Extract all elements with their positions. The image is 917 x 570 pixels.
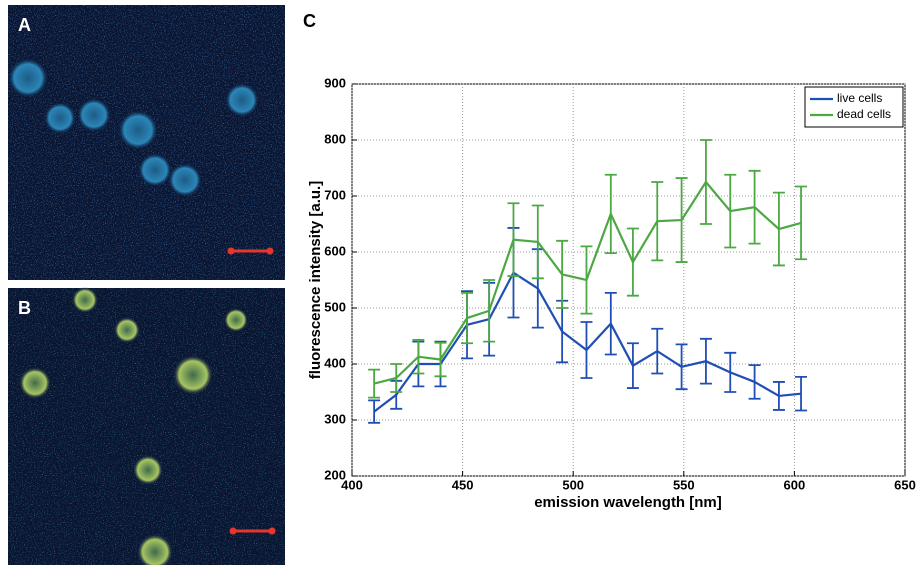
x-axis-label: emission wavelength [nm] xyxy=(534,494,722,511)
image-b: B xyxy=(8,287,285,570)
error-bar xyxy=(531,204,544,280)
error-bar xyxy=(461,291,474,345)
error-bar xyxy=(368,368,381,399)
y-tick-label: 700 xyxy=(324,187,346,202)
error-bar xyxy=(580,321,593,379)
error-bar xyxy=(724,351,737,393)
y-tick-label: 200 xyxy=(324,467,346,482)
error-bar xyxy=(772,381,785,411)
error-bar xyxy=(795,185,808,261)
error-bar xyxy=(651,327,664,375)
error-bar xyxy=(626,227,639,297)
x-tick-label: 600 xyxy=(784,477,806,492)
panel-label: B xyxy=(18,298,31,318)
x-tick-label: 650 xyxy=(894,477,916,492)
error-bar xyxy=(675,343,688,391)
legend-label: live cells xyxy=(837,91,882,105)
error-bar xyxy=(772,191,785,267)
error-bar xyxy=(556,239,569,309)
legend-box xyxy=(804,86,904,128)
x-tick-label: 400 xyxy=(341,477,363,492)
error-bar xyxy=(483,279,496,343)
x-tick-label: 550 xyxy=(673,477,695,492)
error-bar xyxy=(675,177,688,263)
error-bar xyxy=(626,342,639,389)
error-bar xyxy=(724,173,737,249)
y-axis-label: fluorescence intensity [a.u.] xyxy=(307,181,324,379)
y-tick-label: 900 xyxy=(324,75,346,90)
error-bar xyxy=(604,173,617,255)
y-tick-label: 600 xyxy=(324,243,346,258)
error-bar xyxy=(604,291,617,356)
panel-label: A xyxy=(18,15,31,35)
y-tick-label: 500 xyxy=(324,299,346,314)
panel-label: C xyxy=(303,11,316,31)
image-a: A xyxy=(8,5,285,280)
error-bar xyxy=(651,181,664,262)
x-tick-label: 500 xyxy=(562,477,584,492)
plot: 400 450 500 550 600 650 200 300 400 500 600 700 800 9… xyxy=(324,75,916,492)
error-bar xyxy=(412,339,425,375)
y-tick-label: 300 xyxy=(324,411,346,426)
x-tick-label: 450 xyxy=(452,477,474,492)
error-bar xyxy=(580,245,593,315)
legend-label: dead cells xyxy=(837,107,891,121)
y-tick-label: 400 xyxy=(324,355,346,370)
plot-area xyxy=(351,83,906,477)
error-bar xyxy=(699,139,712,225)
error-bar xyxy=(795,375,808,412)
error-bar xyxy=(390,363,403,393)
error-bar xyxy=(748,364,761,400)
error-bar xyxy=(748,169,761,245)
error-bar xyxy=(368,399,381,424)
error-bar xyxy=(699,337,712,385)
error-bar xyxy=(434,341,447,378)
y-tick-label: 800 xyxy=(324,131,346,146)
error-bar xyxy=(507,202,520,277)
